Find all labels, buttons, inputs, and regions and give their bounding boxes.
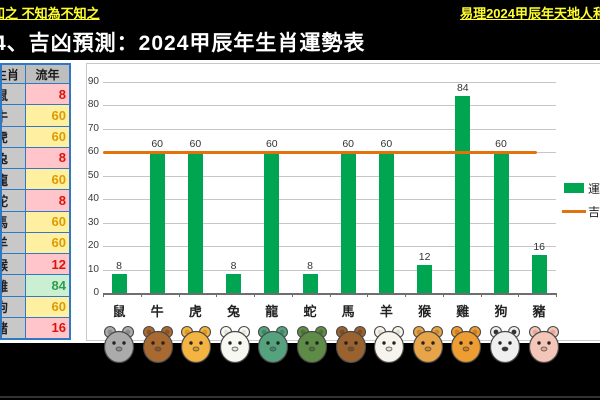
bottom-divider	[0, 396, 600, 398]
table-row: 虎 60	[2, 126, 69, 148]
year-value-cell: 60	[25, 169, 69, 190]
zodiac-cell: 牛	[2, 105, 25, 126]
zodiac-cell-label: 鼠	[2, 85, 8, 104]
table-header-row: 生肖流年	[2, 65, 69, 84]
col-header-zodiac: 生肖	[2, 65, 25, 83]
year-value-cell: 60	[25, 105, 69, 126]
year-value-cell: 60	[25, 296, 69, 317]
table-row: 羊 60	[2, 232, 69, 254]
table-row: 兔8	[2, 147, 69, 169]
year-value-cell: 60	[25, 211, 69, 232]
table-row: 牛 60	[2, 105, 69, 127]
zodiac-cell-label: 猴	[2, 255, 8, 274]
zodiac-cell-label: 雞	[2, 276, 8, 295]
year-value-cell: 60	[25, 126, 69, 147]
zodiac-cell-label: 蛇	[2, 191, 8, 210]
zodiac-cell: 鼠	[2, 84, 25, 105]
zodiac-cell: 兔	[2, 147, 25, 168]
year-value-cell: 12	[25, 254, 69, 275]
zodiac-table: 生肖流年鼠8牛60虎60兔8龍60蛇8馬60羊60猴12雞84狗60豬16	[0, 63, 71, 340]
zodiac-cell: 蛇	[2, 190, 25, 211]
year-value-cell: 16	[25, 317, 69, 338]
table-row: 豬 16	[2, 317, 69, 338]
zodiac-cell-label: 羊	[2, 233, 8, 252]
zodiac-cell-label: 牛	[2, 106, 8, 125]
top-right-link[interactable]: 易理2024甲辰年天地人和	[460, 6, 600, 21]
col-header-zodiac-label: 生肖	[2, 67, 20, 82]
table-row: 蛇8	[2, 190, 69, 212]
table-row: 鼠8	[2, 84, 69, 106]
zodiac-cell: 豬	[2, 317, 25, 338]
top-left-link[interactable]: 知之 不知為不知之	[0, 6, 100, 21]
zodiac-cell-label: 龍	[2, 170, 8, 189]
zodiac-cell-label: 虎	[2, 127, 8, 146]
content-area: 生肖流年鼠8牛60虎60兔8龍60蛇8馬60羊60猴12雞84狗60豬16	[0, 60, 600, 343]
bottom-black-band	[0, 343, 600, 400]
zodiac-cell: 雞	[2, 275, 25, 296]
zodiac-cell: 馬	[2, 211, 25, 232]
chart-frame	[86, 63, 600, 341]
zodiac-cell: 猴	[2, 254, 25, 275]
zodiac-cell: 狗	[2, 296, 25, 317]
year-value-cell: 8	[25, 190, 69, 211]
zodiac-cell: 虎	[2, 126, 25, 147]
title-bar: 4、吉凶預測：2024甲辰年生肖運勢表	[0, 22, 600, 60]
year-value-cell: 60	[25, 232, 69, 253]
table-row: 猴 12	[2, 254, 69, 276]
zodiac-cell-label: 豬	[2, 318, 8, 337]
year-value-cell: 8	[25, 84, 69, 105]
zodiac-cell-label: 馬	[2, 212, 8, 231]
year-value-cell: 84	[25, 275, 69, 296]
page-title: 4、吉凶預測：2024甲辰年生肖運勢表	[0, 32, 366, 55]
zodiac-cell-label: 兔	[2, 148, 8, 167]
zodiac-cell: 羊	[2, 232, 25, 253]
zodiac-cell-label: 狗	[2, 297, 8, 316]
table-row: 龍 60	[2, 169, 69, 191]
top-bar: 知之 不知為不知之 易理2024甲辰年天地人和	[0, 0, 600, 22]
zodiac-cell: 龍	[2, 169, 25, 190]
year-value-cell: 8	[25, 147, 69, 168]
table-row: 雞 84	[2, 275, 69, 297]
table-row: 狗 60	[2, 296, 69, 318]
table-row: 馬 60	[2, 211, 69, 233]
col-header-year: 流年	[25, 65, 69, 83]
